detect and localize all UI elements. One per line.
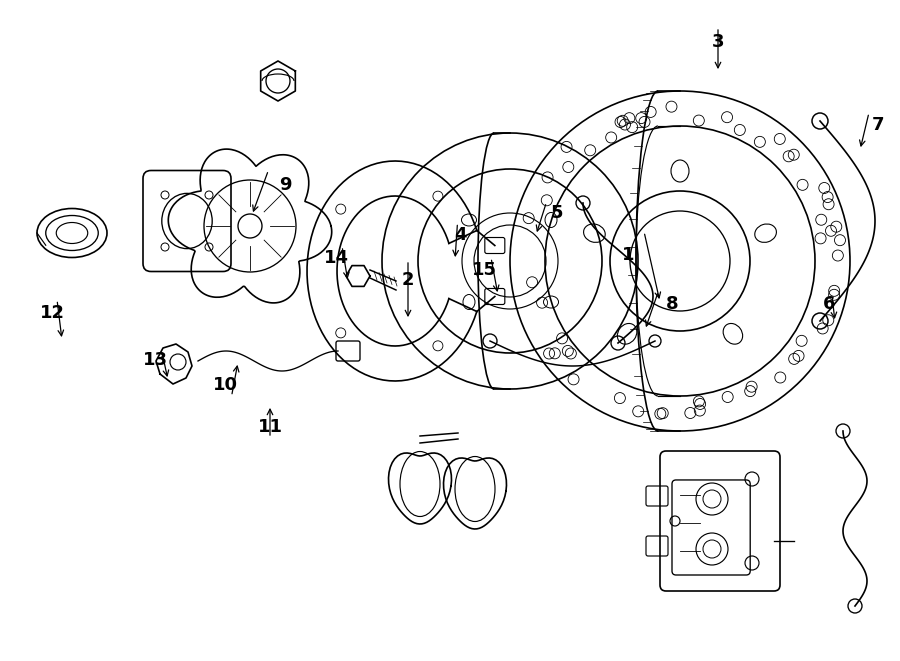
Text: 9: 9 <box>279 176 292 194</box>
Text: 11: 11 <box>257 418 283 436</box>
Text: 12: 12 <box>40 304 65 322</box>
Text: 13: 13 <box>142 351 167 369</box>
Text: 2: 2 <box>401 271 414 289</box>
Text: 10: 10 <box>212 376 238 394</box>
Text: 15: 15 <box>472 261 497 279</box>
Text: 3: 3 <box>712 33 724 51</box>
Text: 4: 4 <box>454 226 466 244</box>
Text: 6: 6 <box>823 295 835 313</box>
Text: 1: 1 <box>622 246 634 264</box>
Text: 14: 14 <box>323 249 348 267</box>
Text: 5: 5 <box>551 204 563 222</box>
Text: 7: 7 <box>872 116 884 134</box>
Text: 8: 8 <box>666 295 679 313</box>
